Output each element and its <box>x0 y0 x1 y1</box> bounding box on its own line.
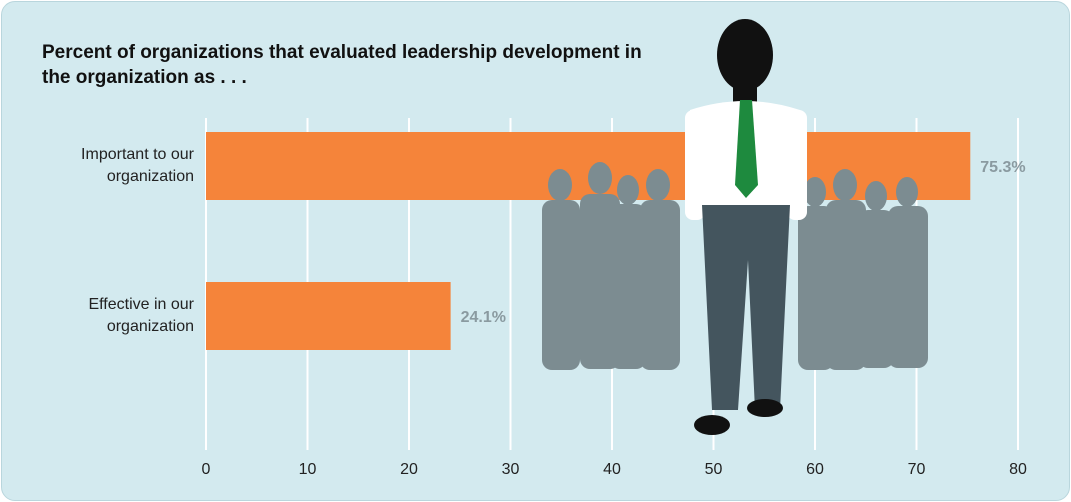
x-tick-label: 10 <box>299 461 317 478</box>
x-tick-label: 70 <box>908 461 926 478</box>
x-tick-label: 30 <box>502 461 520 478</box>
category-label: Effective in our organization <box>88 296 194 335</box>
crowd-silhouettes <box>542 162 928 370</box>
x-tick-label: 40 <box>603 461 621 478</box>
x-tick-label: 20 <box>400 461 418 478</box>
leader-silhouette <box>685 19 807 435</box>
chart-title: Percent of organizations that evaluated … <box>42 42 642 88</box>
category-label: Important to our organization <box>81 146 194 185</box>
x-tick-label: 60 <box>806 461 824 478</box>
value-label: 24.1% <box>461 309 506 326</box>
x-tick-label: 80 <box>1009 461 1027 478</box>
bar <box>206 282 451 350</box>
value-label: 75.3% <box>980 159 1025 176</box>
x-tick-label: 0 <box>202 461 211 478</box>
x-tick-label: 50 <box>705 461 723 478</box>
